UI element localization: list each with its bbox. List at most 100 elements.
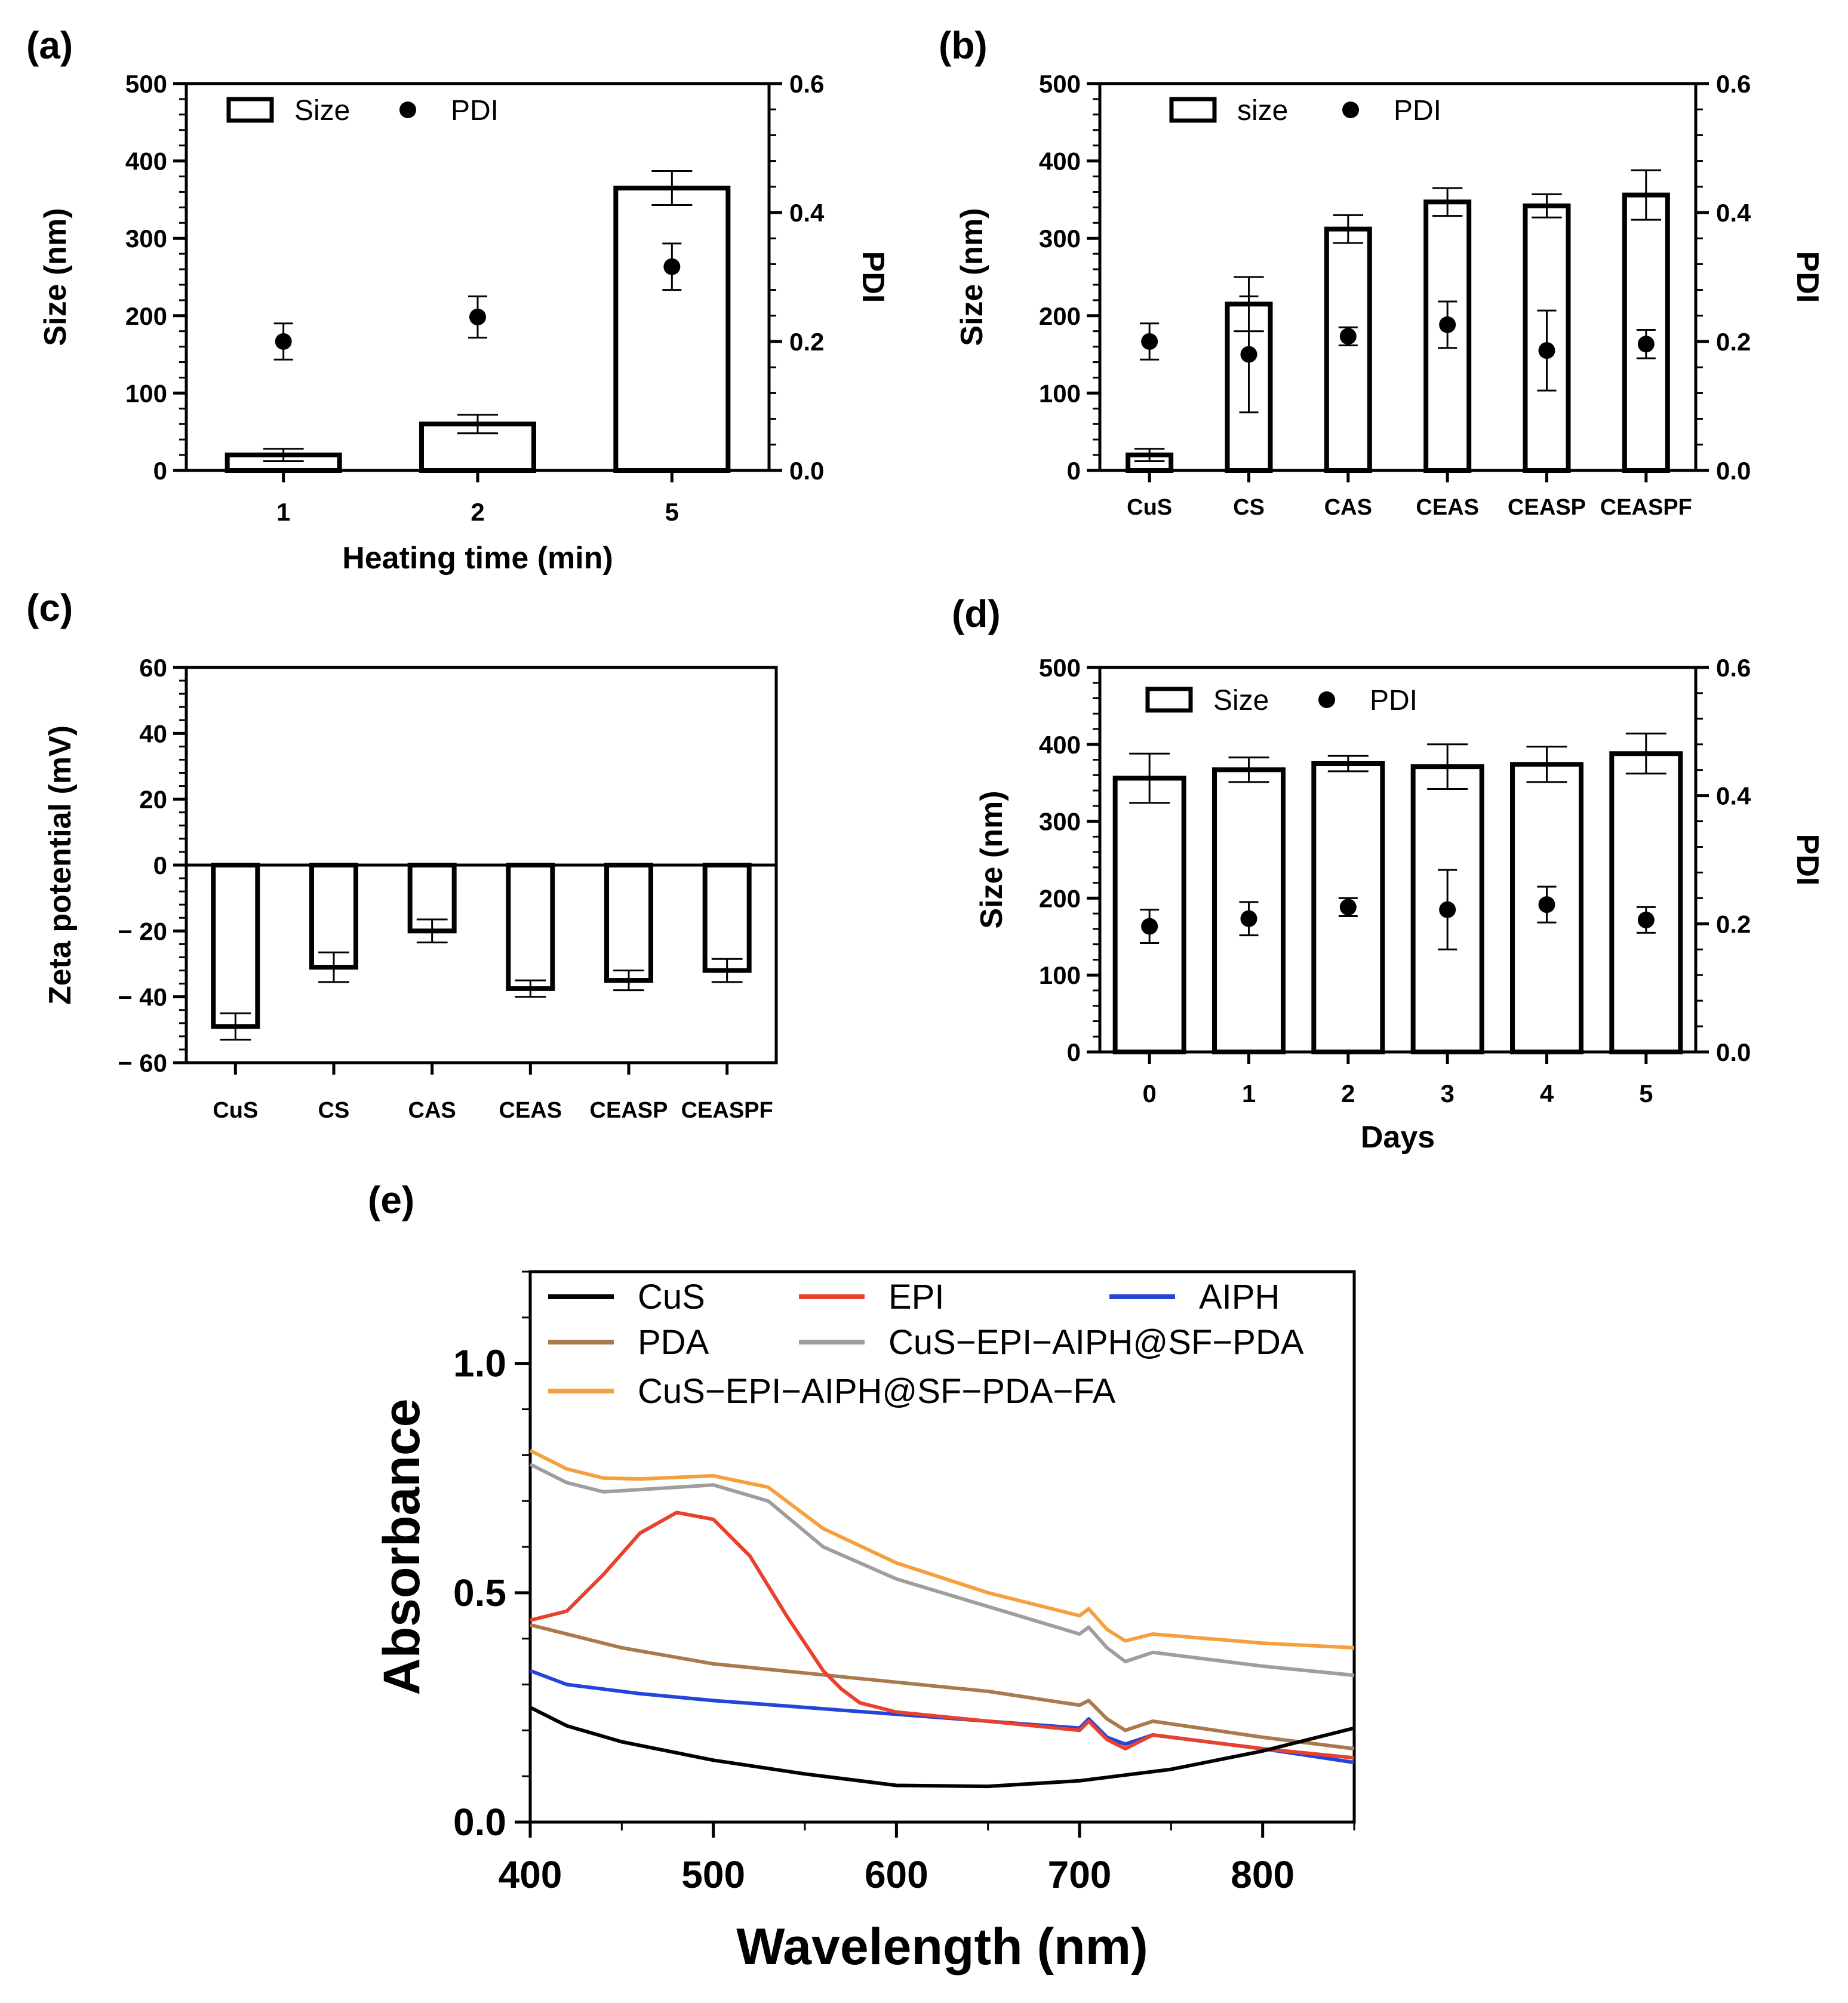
y-tick-label: 40 — [139, 719, 167, 747]
x-tick-label: CEASPF — [681, 1098, 773, 1123]
x-axis-title: Wavelength (nm) — [736, 1918, 1148, 1976]
x-tick-label: 700 — [1048, 1853, 1112, 1896]
y2-tick-label: 0.2 — [1716, 910, 1751, 938]
bar — [1324, 226, 1372, 473]
legend-bar-swatch — [1145, 687, 1193, 713]
x-tick-label: CuS — [213, 1098, 258, 1123]
series-line-4 — [529, 1463, 1355, 1678]
x-axis-title: Heating time (min) — [342, 541, 613, 576]
y-tick-label: 300 — [1039, 808, 1081, 836]
legend-label: CuS−EPI−AIPH@SF−PDA−FA — [638, 1372, 1116, 1411]
x-tick-label: 400 — [499, 1853, 562, 1896]
x-tick-label: CAS — [408, 1098, 456, 1123]
x-tick-label: 500 — [681, 1853, 745, 1896]
y-tick-label: 200 — [1039, 302, 1081, 330]
y-axis-title: Zeta potential (mV) — [43, 725, 78, 1005]
y2-tick-label: 0.2 — [789, 328, 824, 356]
series-line-5 — [529, 1449, 1355, 1650]
panel-label-b: (b) — [939, 24, 988, 67]
x-tick-label: 2 — [1341, 1079, 1355, 1107]
x-axis-title: Days — [1361, 1120, 1435, 1155]
y-tick-label: 60 — [139, 654, 167, 682]
series-line-1 — [530, 1510, 1355, 1760]
x-tick-label: CAS — [1324, 495, 1372, 520]
panel-c-chart: − 60 − 40 − 20 0 20 40 60 Zeta potential (mV) Cu… — [43, 654, 778, 1123]
y-tick-label: − 40 — [118, 983, 167, 1011]
x-tick-label: CS — [1233, 495, 1265, 520]
pdi-point — [1538, 896, 1555, 913]
y-tick-label: 0 — [153, 851, 167, 879]
legend-point-swatch — [399, 101, 416, 118]
legend-label: CuS — [638, 1278, 705, 1316]
y-tick-label: 500 — [1039, 70, 1081, 98]
x-tick-label: CEAS — [499, 1098, 562, 1123]
legend-label: AIPH — [1199, 1278, 1280, 1316]
y-tick-label: 500 — [1039, 654, 1081, 682]
legend-label: EPI — [888, 1278, 945, 1316]
y2-tick-label: 0.4 — [1716, 782, 1751, 810]
y-tick-label: 300 — [1039, 224, 1081, 253]
legend-bar-label: Size — [294, 95, 350, 127]
y2-axis-title: PDI — [1790, 251, 1825, 303]
panel-b-chart: 0 100 200 300 400 500 0.0 0.2 0.4 0.6 PDI Size (nm)… — [955, 70, 1825, 520]
y-tick-label: 500 — [125, 70, 167, 98]
pdi-point — [1141, 333, 1158, 350]
bar — [604, 863, 653, 983]
x-tick-label: 3 — [1440, 1079, 1454, 1107]
y-tick-label: 200 — [1039, 884, 1081, 912]
pdi-point — [1339, 899, 1357, 916]
y-tick-label: 400 — [125, 147, 167, 176]
legend-point-swatch — [1342, 101, 1359, 118]
bar — [613, 185, 731, 473]
y2-tick-label: 0.6 — [1716, 654, 1751, 682]
x-tick-label: CS — [318, 1098, 350, 1123]
legend-point-label: PDI — [1394, 95, 1441, 127]
x-tick-label: CEASPF — [1600, 495, 1692, 520]
y-tick-label: − 20 — [118, 917, 167, 945]
y2-tick-label: 0.0 — [789, 457, 824, 485]
pdi-point — [1637, 911, 1655, 928]
y-tick-label: 300 — [125, 224, 167, 253]
pdi-point — [1141, 918, 1158, 935]
y-axis-title: Size (nm) — [955, 208, 989, 346]
panel-label-c: (c) — [26, 586, 73, 629]
bar — [702, 863, 752, 973]
pdi-point — [275, 333, 292, 350]
legend-bar-label: Size — [1213, 685, 1269, 716]
x-tick-label: 5 — [665, 498, 679, 526]
legend-point-label: PDI — [1370, 685, 1417, 716]
y-tick-label: 0 — [153, 457, 167, 485]
y2-tick-label: 0.6 — [1716, 70, 1751, 98]
legend-point-swatch — [1318, 691, 1335, 708]
pdi-point — [1538, 342, 1555, 359]
y2-tick-label: 0.4 — [789, 199, 825, 227]
legend-label: CuS−EPI−AIPH@SF−PDA — [888, 1323, 1304, 1362]
y-tick-label: 400 — [1039, 147, 1081, 176]
x-tick-label: 600 — [865, 1853, 928, 1896]
pdi-point — [1439, 316, 1456, 333]
x-tick-label: 1 — [1242, 1079, 1256, 1107]
panel-a-chart: 0 100 200 300 400 500 0.0 0.2 0.4 0.6 PDI Size (nm)… — [38, 70, 890, 576]
series-line-0 — [529, 1706, 1355, 1789]
y-tick-label: 100 — [1039, 961, 1081, 989]
pdi-point — [1339, 328, 1357, 345]
y2-tick-label: 0.6 — [789, 70, 824, 98]
pdi-point — [1439, 901, 1456, 918]
pdi-point — [1240, 346, 1257, 363]
y-tick-label: 20 — [139, 786, 167, 814]
legend-label: PDA — [638, 1323, 709, 1362]
x-tick-label: CEASP — [1508, 495, 1586, 520]
y2-tick-label: 0.2 — [1716, 328, 1751, 356]
legend-bar-swatch — [1169, 97, 1217, 123]
x-tick-label: 4 — [1540, 1079, 1554, 1107]
y-axis-title: Size (nm) — [38, 208, 73, 346]
x-tick-label: 800 — [1231, 1853, 1294, 1896]
bar — [506, 863, 555, 991]
panel-d-chart: 0 100 200 300 400 500 0.0 0.2 0.4 0.6 PDI Size (nm)… — [974, 654, 1825, 1155]
pdi-point — [1637, 336, 1655, 353]
x-tick-label: 5 — [1639, 1079, 1653, 1107]
x-tick-label: CuS — [1127, 495, 1172, 520]
panel-label-a: (a) — [26, 24, 73, 67]
y-tick-label: 0 — [1067, 1038, 1081, 1066]
